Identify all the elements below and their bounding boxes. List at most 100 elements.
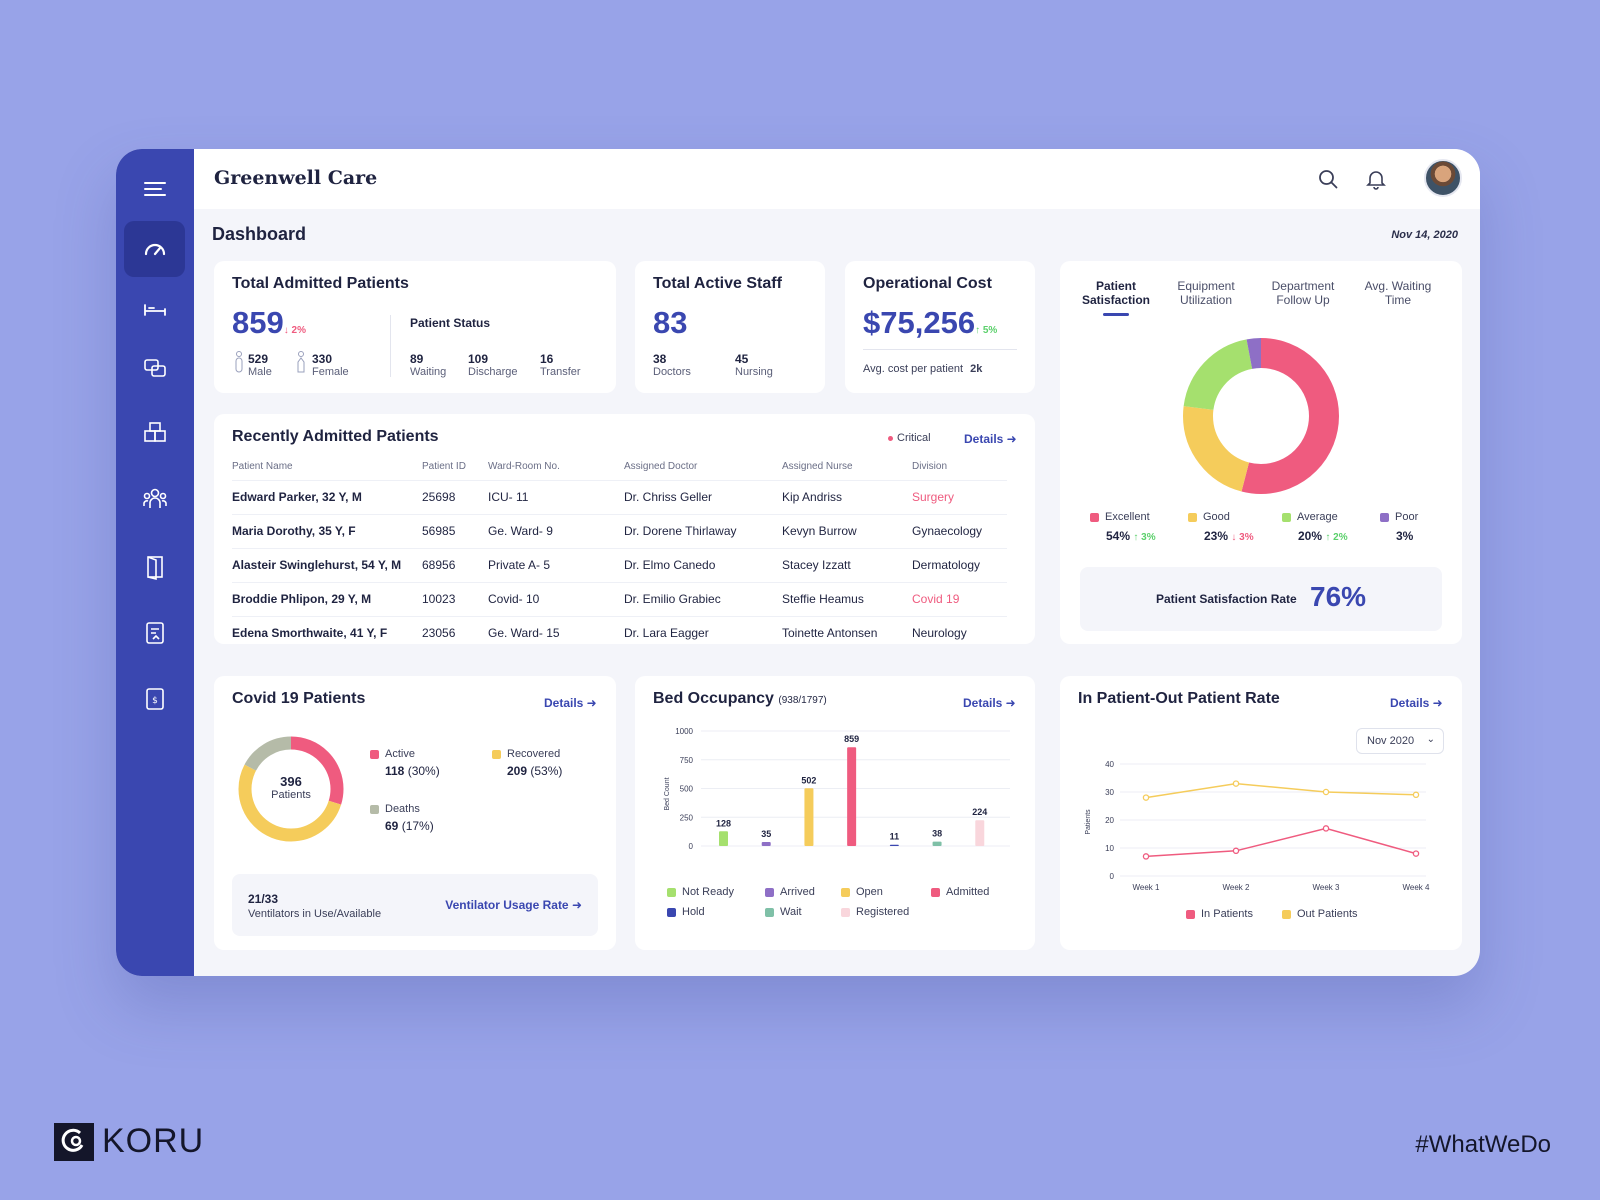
y-axis-label: Patients — [1085, 809, 1092, 835]
month-value: Nov 2020 — [1367, 735, 1415, 747]
bell-icon[interactable] — [1362, 165, 1390, 193]
bed-legend-item: Not Ready — [667, 886, 734, 898]
data-point[interactable] — [1412, 791, 1420, 799]
bed-title-text: Bed Occupancy — [653, 690, 774, 707]
covid-active: Active 118 (30%) — [370, 748, 440, 778]
avatar[interactable] — [1424, 159, 1462, 197]
tab-equipment-utilization[interactable]: Equipment Utilization — [1177, 279, 1235, 307]
legend-swatch — [1188, 512, 1197, 522]
discharge-count: 109 — [468, 352, 489, 366]
avg-cost-label: Avg. cost per patient — [863, 363, 964, 375]
status-title: Patient Status — [410, 316, 491, 330]
inout-details-link[interactable]: Details ➜ — [1390, 696, 1443, 710]
avg-cost-value: 2k — [970, 363, 983, 375]
bar-registered — [975, 820, 985, 846]
table-row[interactable]: Edward Parker, 32 Y, M 25698 ICU- 11 Dr. Ch… — [232, 479, 1007, 514]
billing-icon[interactable]: $ — [124, 671, 185, 727]
door-icon[interactable] — [124, 539, 185, 595]
chat-icon[interactable] — [124, 341, 185, 397]
legend-value: 23% — [1204, 529, 1229, 543]
bed-details-link[interactable]: Details ➜ — [963, 696, 1016, 710]
month-select[interactable]: Nov 2020 ⌄ — [1356, 728, 1444, 754]
ventilator-box: 21/33 Ventilators in Use/Available Venti… — [232, 874, 598, 936]
page-title: Dashboard — [212, 224, 307, 244]
bar-arrived — [761, 841, 771, 846]
staff-icon[interactable] — [124, 471, 185, 527]
bed-icon[interactable] — [124, 281, 185, 337]
recent-card: Recently Admitted Patients Critical Deta… — [214, 414, 1035, 650]
covid-card: Covid 19 Patients Details ➜ 396 Patients… — [214, 676, 616, 950]
table-row[interactable]: Edena Smorthwaite, 41 Y, F 23056 Ge. Ward-… — [232, 615, 1007, 650]
active-swatch — [370, 749, 379, 759]
legend-swatch — [1282, 512, 1291, 522]
recent-details-link[interactable]: Details ➜ — [964, 432, 1017, 446]
patient-name: Maria Dorothy, 35 Y, F — [232, 513, 422, 548]
legend-label: Not Ready — [682, 886, 734, 898]
data-point[interactable] — [1322, 788, 1330, 796]
satisfaction-legend-item: Good 23% ↓ 3% — [1188, 511, 1254, 543]
table-row[interactable]: Maria Dorothy, 35 Y, F 56985 Ge. Ward- 9 Dr… — [232, 513, 1007, 548]
transfer-stat: 16 Transfer — [540, 353, 581, 379]
data-point[interactable] — [1232, 780, 1240, 787]
covid-center-label: Patients — [271, 789, 311, 801]
avg-cost: Avg. cost per patient 2k — [863, 363, 982, 375]
bed-legend-item: Open — [841, 886, 883, 898]
patients-table: Patient Name Patient ID Ward-Room No. Assig… — [232, 454, 1007, 650]
menu-icon[interactable] — [124, 161, 185, 217]
y-tick-label: 750 — [680, 756, 694, 765]
inventory-icon[interactable] — [124, 405, 185, 461]
covid-details-link[interactable]: Details ➜ — [544, 696, 597, 710]
covid-deaths: Deaths 69 (17%) — [370, 803, 434, 833]
satisfaction-legend-item: Poor 3% — [1380, 511, 1418, 543]
legend-swatch — [765, 887, 774, 897]
tab-patient-satisfaction[interactable]: Patient Satisfaction — [1081, 279, 1150, 307]
vent-value: 21/33 — [248, 892, 279, 906]
patient-name: Broddie Phlipon, 29 Y, M — [232, 581, 422, 616]
data-point[interactable] — [1142, 794, 1150, 801]
waiting-count: 89 — [410, 352, 424, 366]
bar-value-label: 859 — [844, 734, 859, 744]
koru-logo: KORU — [54, 1122, 204, 1161]
recovered-swatch — [492, 749, 501, 759]
data-point[interactable] — [1232, 847, 1240, 855]
cost-delta: ↑ 5% — [975, 325, 998, 336]
x-tick-label: Week 3 — [1313, 883, 1341, 892]
satisfaction-card: Patient Satisfaction Equipment Utilizati… — [1060, 261, 1462, 644]
tab-avg-waiting-time[interactable]: Avg. Waiting Time — [1364, 279, 1432, 307]
table-row[interactable]: Broddie Phlipon, 29 Y, M 10023 Covid- 10 Dr… — [232, 581, 1007, 616]
tab-indicator — [1103, 313, 1129, 316]
active-label: Active — [385, 748, 415, 760]
assigned-nurse: Stacey Izzatt — [782, 547, 912, 582]
svg-text:$: $ — [152, 696, 158, 706]
patient-name: Edena Smorthwaite, 41 Y, F — [232, 615, 422, 650]
nursing-label: Nursing — [735, 366, 773, 378]
tab-department-follow-up[interactable]: Department Follow Up — [1271, 279, 1335, 307]
ventilator-rate-link[interactable]: Ventilator Usage Rate ➜ — [445, 898, 582, 912]
x-tick-label: Week 1 — [1133, 883, 1161, 892]
dashboard-icon[interactable] — [124, 221, 185, 277]
legend-label: Open — [856, 886, 883, 898]
data-point[interactable] — [1142, 853, 1150, 860]
nursing-stat: 45 Nursing — [735, 353, 773, 379]
legend-label: In Patients — [1201, 908, 1253, 920]
bed-legend-item: Wait — [765, 906, 802, 918]
recovered-pct: (53%) — [530, 764, 563, 778]
legend-swatch — [1186, 909, 1195, 919]
deaths-segment — [238, 736, 344, 842]
covid-title: Covid 19 Patients — [232, 690, 366, 707]
y-axis-label: Bed Count — [664, 777, 671, 810]
report-icon[interactable] — [124, 605, 185, 661]
table-row[interactable]: Alasteir Swinglehurst, 54 Y, M 68956 Priva… — [232, 547, 1007, 582]
legend-swatch — [1282, 909, 1291, 919]
legend-label: Average — [1297, 511, 1338, 523]
satisfaction-legend-item: Average 20% ↑ 2% — [1282, 511, 1348, 543]
admitted-number: 859 — [232, 305, 284, 340]
staff-card: Total Active Staff 83 38 Doctors 45 Nursin… — [635, 261, 825, 393]
data-point[interactable] — [1322, 825, 1330, 832]
data-point[interactable] — [1412, 850, 1420, 857]
column-header: Assigned Nurse — [782, 461, 853, 473]
satisfaction-donut — [1183, 338, 1339, 494]
admitted-value: 859↓ 2% — [232, 305, 306, 341]
legend-swatch — [1380, 512, 1389, 522]
search-icon[interactable] — [1314, 165, 1342, 193]
